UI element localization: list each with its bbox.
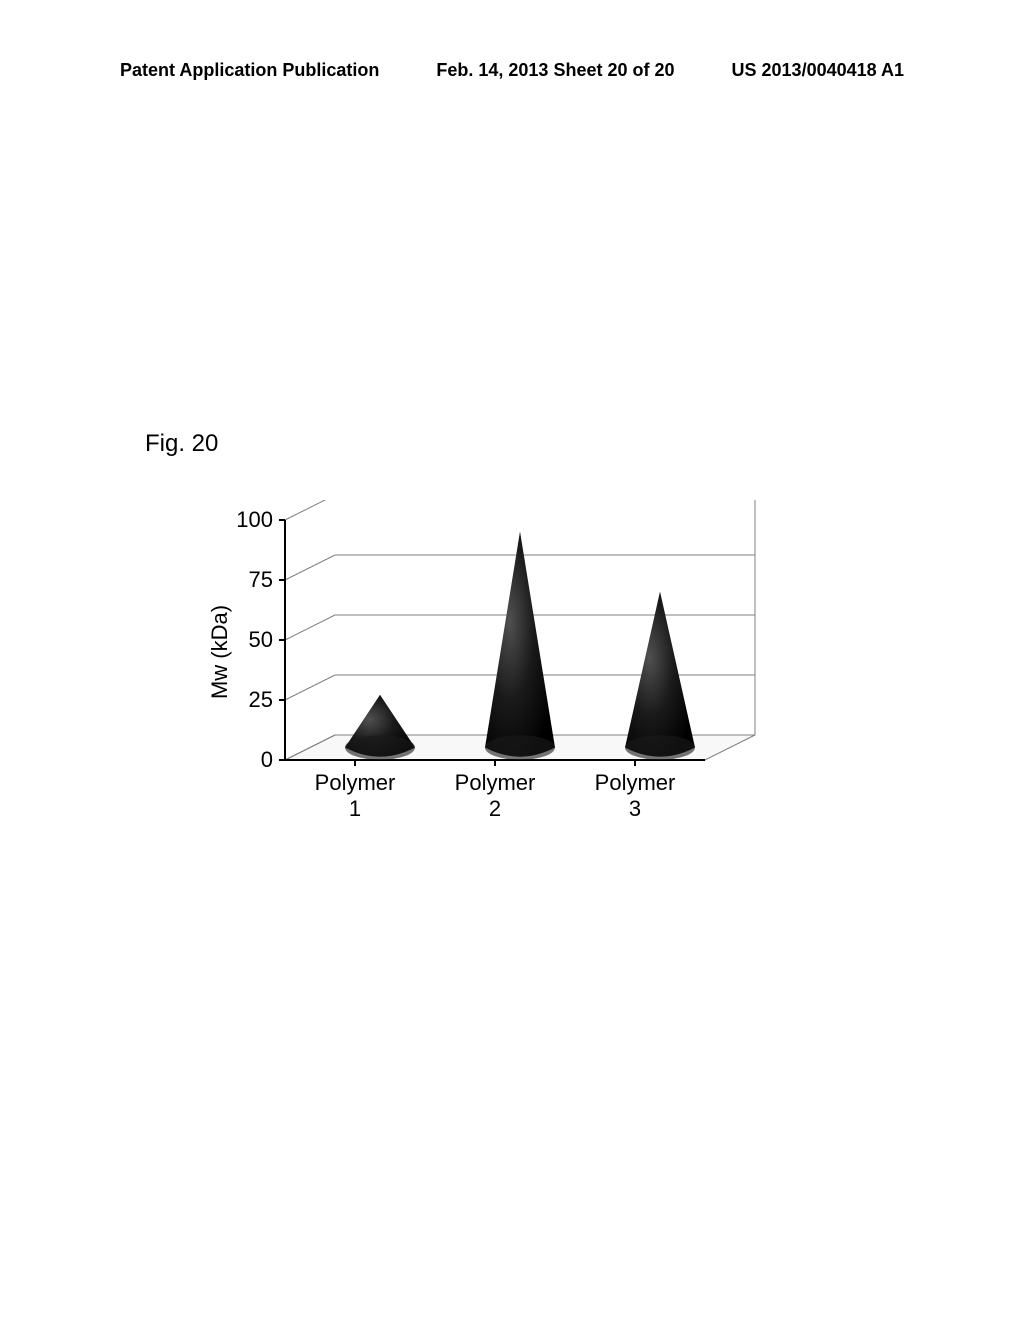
header-left: Patent Application Publication bbox=[120, 60, 379, 81]
svg-text:2: 2 bbox=[489, 796, 501, 821]
svg-text:Polymer: Polymer bbox=[315, 770, 396, 795]
svg-text:Polymer: Polymer bbox=[455, 770, 536, 795]
chart-3d-cone: 0255075100Mw (kDa)Polymer1Polymer2Polyme… bbox=[200, 500, 760, 880]
svg-text:3: 3 bbox=[629, 796, 641, 821]
header-center: Feb. 14, 2013 Sheet 20 of 20 bbox=[436, 60, 674, 81]
svg-text:25: 25 bbox=[249, 687, 273, 712]
header-right: US 2013/0040418 A1 bbox=[732, 60, 904, 81]
svg-text:100: 100 bbox=[236, 507, 273, 532]
svg-text:1: 1 bbox=[349, 796, 361, 821]
svg-text:75: 75 bbox=[249, 567, 273, 592]
svg-text:Polymer: Polymer bbox=[595, 770, 676, 795]
svg-text:0: 0 bbox=[261, 747, 273, 772]
chart-svg: 0255075100Mw (kDa)Polymer1Polymer2Polyme… bbox=[200, 500, 760, 880]
svg-text:Mw (kDa): Mw (kDa) bbox=[207, 605, 232, 699]
figure-label: Fig. 20 bbox=[145, 430, 218, 458]
svg-text:50: 50 bbox=[249, 627, 273, 652]
page-header: Patent Application Publication Feb. 14, … bbox=[0, 60, 1024, 81]
